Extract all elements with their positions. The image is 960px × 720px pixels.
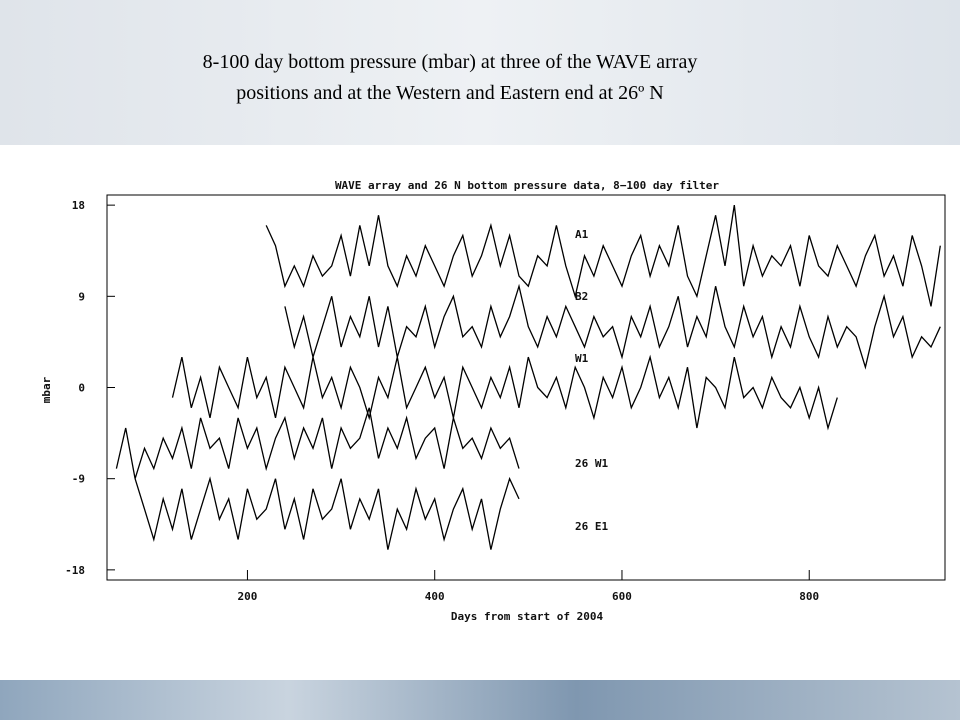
series-label: 26 W1 [575, 457, 608, 470]
series-line [134, 476, 520, 550]
x-tick-label: 200 [238, 590, 258, 603]
y-tick-label: -18 [65, 564, 85, 577]
footer-band [0, 680, 960, 720]
series-label: A1 [575, 228, 589, 241]
slide-title: 8-100 day bottom pressure (mbar) at thre… [203, 51, 698, 73]
y-axis-label: mbar [40, 376, 53, 403]
x-tick-label: 600 [612, 590, 632, 603]
slide-title: positions and at the Western and Eastern… [236, 82, 663, 104]
series-line [265, 205, 941, 307]
chart-title: WAVE array and 26 N bottom pressure data… [335, 179, 719, 192]
chart-panel [0, 145, 960, 680]
y-tick-label: 0 [78, 382, 85, 395]
chart: WAVE array and 26 N bottom pressure data… [40, 179, 946, 623]
series-line [284, 283, 941, 370]
y-tick-label: 9 [78, 290, 85, 303]
y-tick-label: -9 [72, 473, 85, 486]
series-label: B2 [575, 290, 588, 303]
series-line [171, 354, 838, 431]
x-tick-label: 800 [799, 590, 819, 603]
series-line [115, 407, 520, 479]
series-label: 26 E1 [575, 520, 608, 533]
series-label: W1 [575, 352, 589, 365]
x-axis-label: Days from start of 2004 [451, 610, 604, 623]
y-tick-label: 18 [72, 199, 85, 212]
x-tick-label: 400 [425, 590, 445, 603]
